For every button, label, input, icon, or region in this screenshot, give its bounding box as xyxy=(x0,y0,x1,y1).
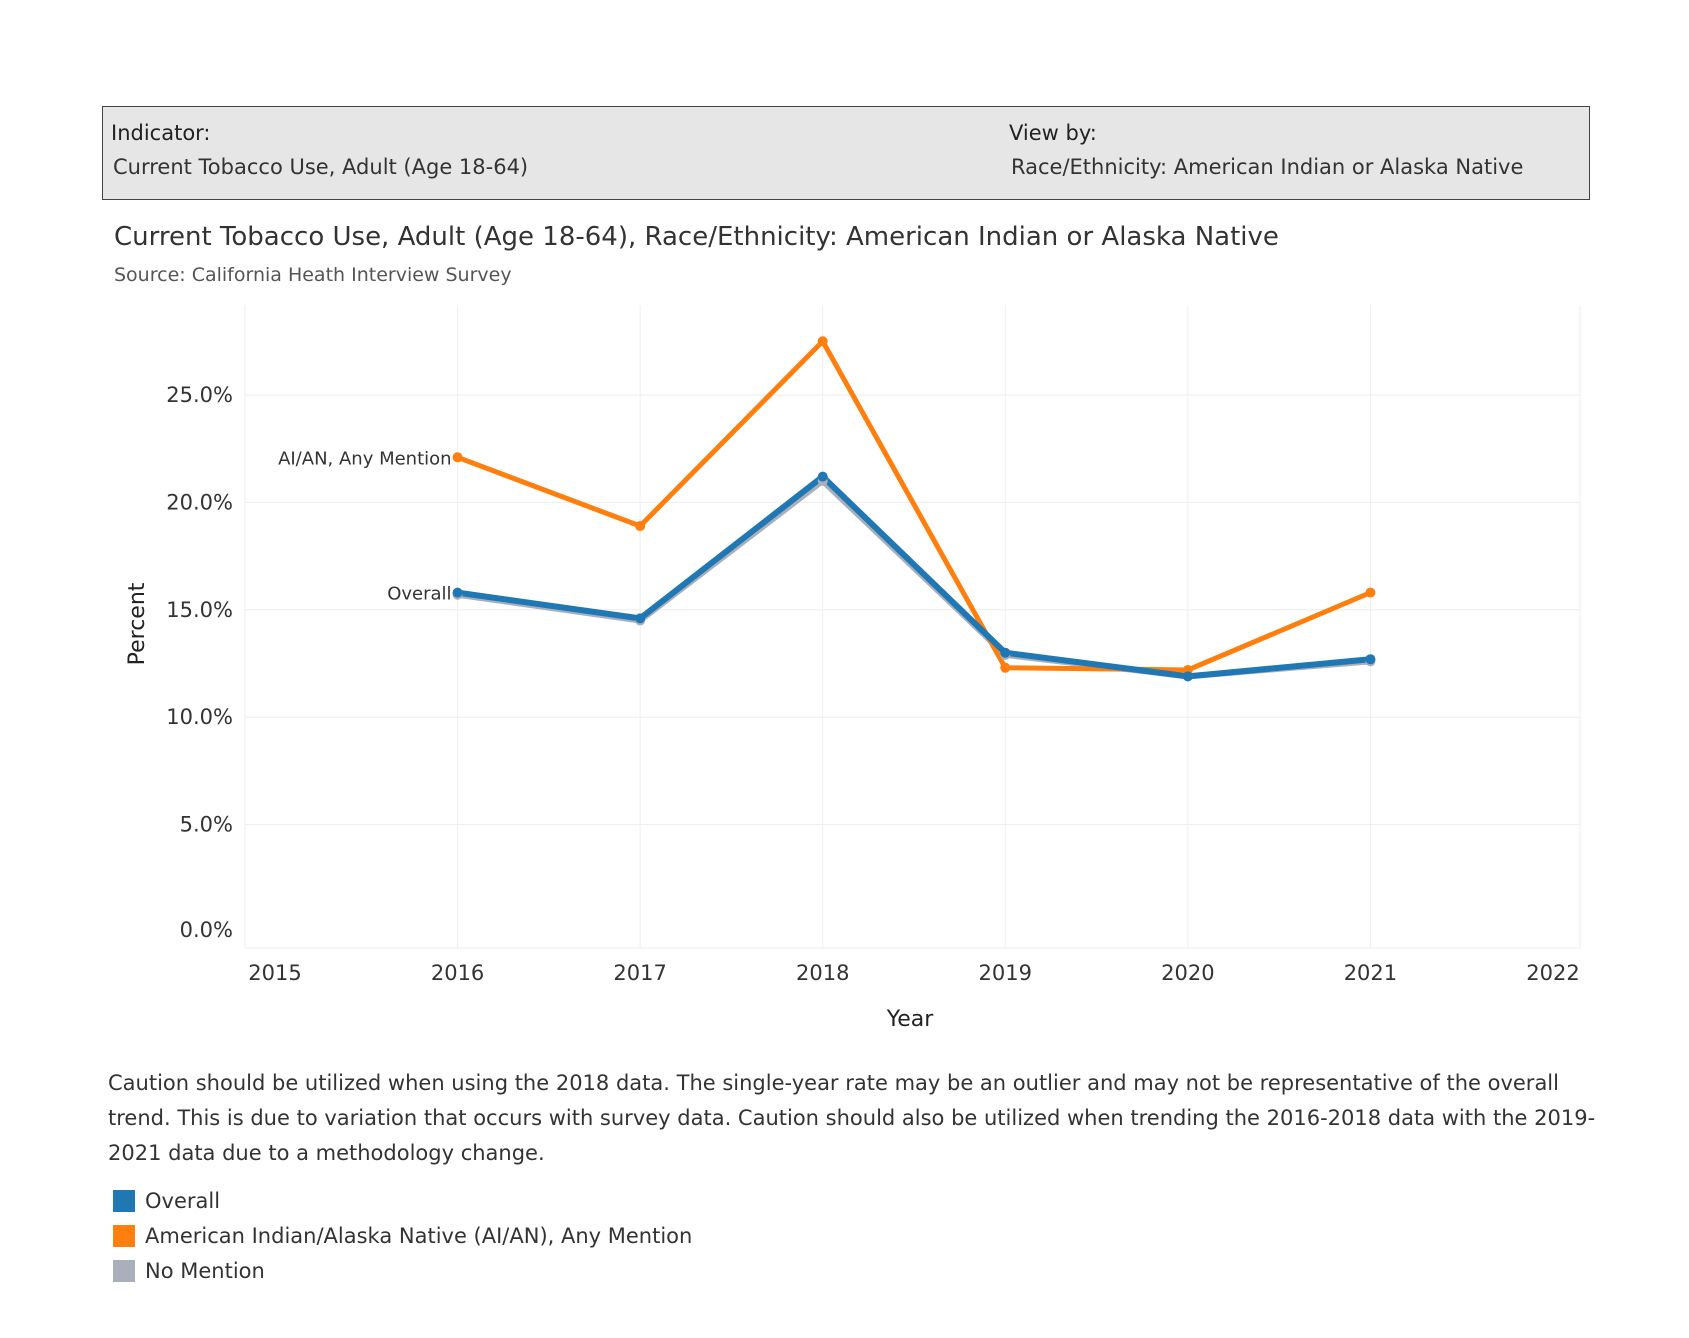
data-point-overall xyxy=(817,471,828,482)
viewby-value[interactable]: Race/Ethnicity: American Indian or Alask… xyxy=(1011,155,1524,179)
legend-swatch xyxy=(113,1189,135,1212)
indicator-value[interactable]: Current Tobacco Use, Adult (Age 18-64) xyxy=(113,155,529,179)
indicator-label: Indicator: xyxy=(111,121,211,145)
x-tick-label: 2015 xyxy=(248,961,301,985)
y-tick-label: 20.0% xyxy=(166,490,233,514)
viewby-label: View by: xyxy=(1009,121,1097,145)
series-line-ai-an-any-mention xyxy=(455,338,1373,673)
x-tick-label: 2017 xyxy=(613,961,666,985)
series-label-ai-an-any-mention: AI/AN, Any Mention xyxy=(278,448,452,469)
legend-item-aian[interactable]: American Indian/Alaska Native (AI/AN), A… xyxy=(113,1218,692,1253)
legend-label: American Indian/Alaska Native (AI/AN), A… xyxy=(145,1223,693,1248)
series-label-overall: Overall xyxy=(387,584,451,605)
x-axis-title: Year xyxy=(886,1007,935,1032)
series-line-overall xyxy=(454,473,1374,680)
data-point-ai-an-any-mention xyxy=(817,336,828,347)
y-tick-label: 25.0% xyxy=(166,383,233,407)
y-tick-label: 5.0% xyxy=(180,813,233,837)
data-point-overall xyxy=(1365,654,1376,665)
legend-swatch xyxy=(113,1224,135,1247)
data-point-overall xyxy=(635,613,646,624)
x-tick-label: 2020 xyxy=(1161,961,1214,985)
x-tick-label: 2019 xyxy=(979,961,1032,985)
x-tick-label: 2018 xyxy=(796,961,849,985)
data-point-ai-an-any-mention xyxy=(635,521,646,532)
y-tick-label: 15.0% xyxy=(166,598,233,622)
x-tick-label: 2021 xyxy=(1344,961,1397,985)
data-point-ai-an-any-mention xyxy=(1365,587,1376,598)
legend-item-no-mention[interactable]: No Mention xyxy=(113,1253,692,1288)
y-axis-title: Percent xyxy=(125,582,150,665)
caution-note: Caution should be utilized when using th… xyxy=(108,1071,1596,1165)
y-tick-label: 0.0% xyxy=(180,918,233,942)
x-tick-label: 2016 xyxy=(431,961,484,985)
filter-panel: Indicator: Current Tobacco Use, Adult (A… xyxy=(102,106,1590,200)
data-point-overall xyxy=(1182,671,1193,682)
y-tick-label: 10.0% xyxy=(166,705,233,729)
data-point-overall xyxy=(1000,647,1011,658)
data-point-ai-an-any-mention xyxy=(1000,662,1011,673)
x-tick-label: 2022 xyxy=(1526,961,1579,985)
chart-subtitle: Source: California Heath Interview Surve… xyxy=(114,264,512,286)
line-chart: 0.0% 5.0% 10.0% 15.0% 20.0% 25.0% 2015 2016 2017… xyxy=(125,305,1581,1032)
legend-label: Overall xyxy=(145,1188,221,1213)
legend-item-overall[interactable]: Overall xyxy=(113,1183,692,1218)
legend-swatch xyxy=(113,1259,135,1282)
data-point-ai-an-any-mention xyxy=(452,452,463,463)
data-point-overall xyxy=(452,587,463,598)
legend-label: No Mention xyxy=(145,1258,265,1283)
chart-title: Current Tobacco Use, Adult (Age 18-64), … xyxy=(114,222,1279,252)
legend: Overall American Indian/Alaska Native (A… xyxy=(113,1183,692,1288)
